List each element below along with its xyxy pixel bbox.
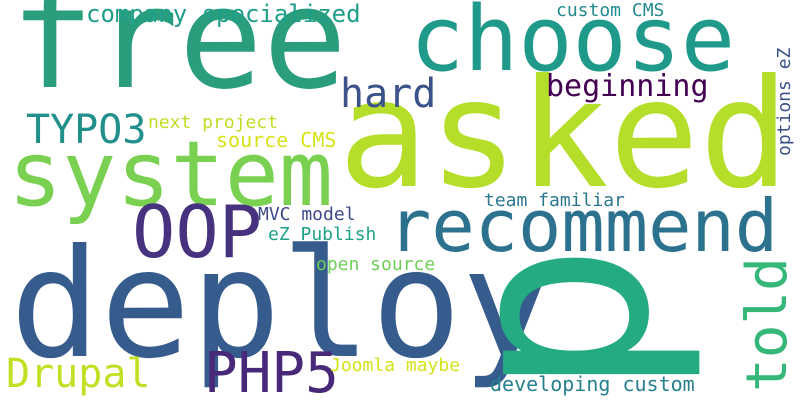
word-deploy: deploy bbox=[10, 218, 552, 392]
word-beginning: beginning bbox=[546, 69, 709, 104]
word-ez-publish: eZ Publish bbox=[268, 224, 377, 245]
word-source-cms: source CMS bbox=[216, 128, 337, 152]
word-asked: asked bbox=[338, 48, 790, 222]
word-options-ez: options eZ bbox=[774, 47, 795, 156]
word-system: system bbox=[8, 122, 334, 227]
word-team-familiar: team familiar bbox=[484, 190, 625, 211]
word-choose: choose bbox=[410, 0, 736, 92]
word-developing-custom: developing custom bbox=[490, 372, 695, 396]
word-typo3: TYPO3 bbox=[26, 107, 147, 153]
word-drupal: Drupal bbox=[6, 351, 151, 397]
word-free: free bbox=[10, 0, 348, 121]
word-open-source: open source bbox=[316, 254, 436, 275]
word-told: told bbox=[735, 257, 800, 392]
word-joomla-maybe: Joomla maybe bbox=[330, 355, 461, 376]
word-big-p: p bbox=[405, 241, 708, 399]
word-hard: hard bbox=[340, 71, 437, 117]
word-next-project: next project bbox=[148, 112, 279, 133]
word-php5: PHP5 bbox=[204, 341, 339, 400]
word-recommend: recommend bbox=[388, 184, 779, 268]
word-company-specialized: company specialized bbox=[86, 0, 361, 28]
word-mvc-model: MVC model bbox=[258, 204, 356, 225]
word-oop: OOP bbox=[132, 190, 263, 274]
word-custom-cms: custom CMS bbox=[556, 0, 665, 21]
